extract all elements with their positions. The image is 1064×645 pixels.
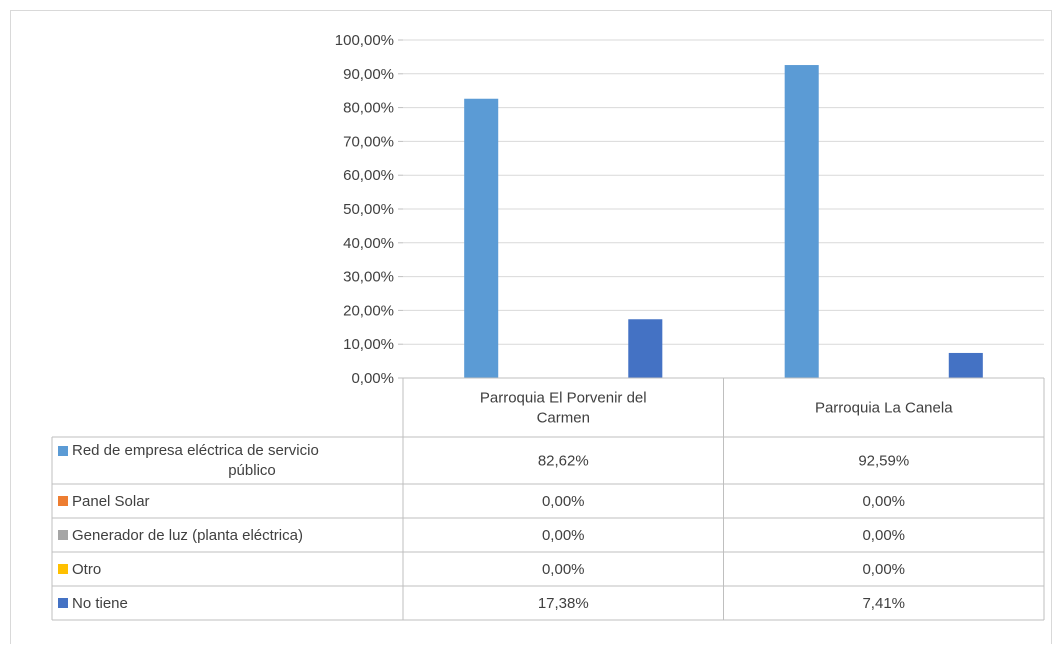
legend-key	[58, 564, 68, 574]
data-label: 17,38%	[538, 595, 589, 612]
legend-label: Otro	[72, 561, 101, 578]
bar	[628, 319, 663, 378]
legend-label: No tiene	[72, 595, 128, 612]
chart-frame	[10, 10, 1052, 644]
y-tick-label: 0,00%	[351, 370, 394, 387]
y-tick-label: 60,00%	[343, 167, 394, 184]
legend-label: público	[228, 462, 276, 479]
y-tick-label: 70,00%	[343, 133, 394, 150]
category-label: Parroquia El Porvenir del Carmen	[480, 390, 647, 427]
data-label: 0,00%	[862, 493, 905, 510]
y-tick-label: 50,00%	[343, 201, 394, 218]
legend-label: Generador de luz (planta eléctrica)	[72, 527, 303, 544]
y-tick-label: 40,00%	[343, 235, 394, 252]
bar	[784, 65, 819, 378]
legend-key	[58, 496, 68, 506]
data-label: 7,41%	[862, 595, 905, 612]
data-label: 0,00%	[542, 493, 585, 510]
y-tick-label: 100,00%	[335, 32, 394, 49]
y-tick-label: 10,00%	[343, 336, 394, 353]
bar	[464, 98, 499, 379]
y-tick-label: 30,00%	[343, 269, 394, 286]
data-label: 92,59%	[858, 453, 909, 470]
data-label: 82,62%	[538, 453, 589, 470]
y-tick-label: 90,00%	[343, 66, 394, 83]
bar	[948, 352, 983, 378]
legend-label: Red de empresa eléctrica de servicio	[72, 442, 319, 459]
legend-key	[58, 446, 68, 456]
data-label: 0,00%	[542, 561, 585, 578]
legend-label: Panel Solar	[72, 493, 150, 510]
y-tick-label: 80,00%	[343, 100, 394, 117]
legend-key	[58, 530, 68, 540]
data-label: 0,00%	[862, 561, 905, 578]
y-tick-label: 20,00%	[343, 302, 394, 319]
legend-key	[58, 598, 68, 608]
category-label: Parroquia La Canela	[815, 400, 953, 417]
data-label: 0,00%	[542, 527, 585, 544]
data-label: 0,00%	[862, 527, 905, 544]
